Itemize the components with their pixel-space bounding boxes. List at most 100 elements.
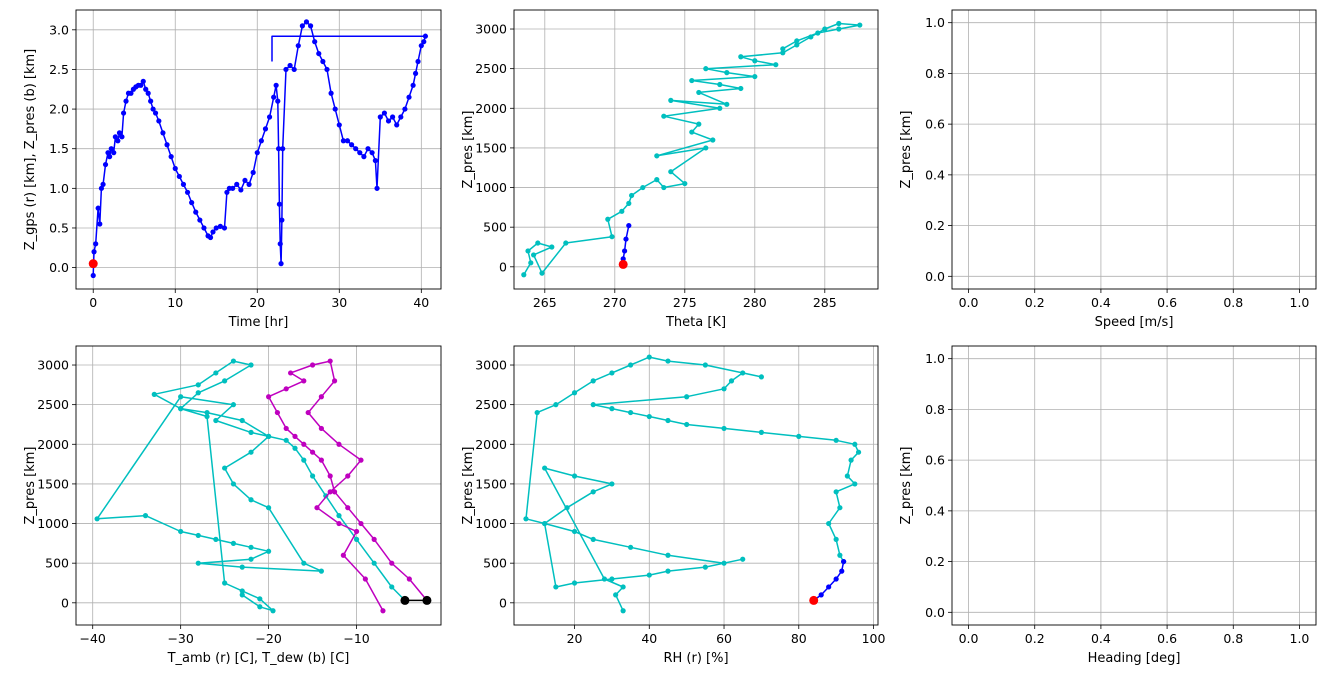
data-point — [839, 568, 845, 574]
data-point — [620, 584, 626, 590]
data-point — [320, 58, 326, 65]
data-point — [274, 409, 281, 416]
data-point — [262, 126, 269, 132]
data-point — [204, 409, 210, 416]
data-point — [613, 592, 619, 598]
data-point — [808, 34, 814, 40]
data-point — [377, 114, 383, 120]
data-point — [620, 608, 626, 614]
y-tick-label: 1000 — [475, 180, 507, 195]
data-point — [111, 150, 117, 156]
data-point — [721, 386, 727, 392]
data-point — [721, 560, 727, 566]
data-point — [138, 82, 144, 88]
data-point — [389, 584, 395, 590]
data-point — [553, 402, 559, 408]
data-point — [307, 23, 314, 29]
data-point — [601, 576, 608, 582]
data-point — [221, 225, 228, 231]
x-tick-label: 0.4 — [1091, 631, 1111, 646]
data-point — [309, 362, 316, 368]
data-point — [94, 516, 100, 522]
x-tick-label: 0.6 — [1157, 631, 1177, 646]
data-point — [107, 154, 113, 160]
data-point — [230, 540, 237, 546]
data-point — [640, 184, 646, 191]
data-point — [710, 137, 716, 143]
data-point — [248, 544, 254, 550]
data-point — [571, 528, 578, 535]
y-tick-label: 0.4 — [925, 167, 945, 182]
data-point — [336, 441, 342, 447]
data-point — [248, 429, 254, 435]
data-point — [646, 572, 652, 578]
data-point — [833, 536, 839, 542]
data-point — [528, 260, 534, 266]
data-point — [301, 457, 307, 463]
data-point — [852, 481, 858, 487]
data-point — [361, 154, 367, 160]
data-point — [189, 200, 195, 206]
axes-frame — [951, 9, 1317, 290]
x-tick-label: 30 — [331, 295, 347, 310]
y-tick-label: 2.5 — [49, 62, 69, 77]
y-tick-label: 2500 — [475, 397, 507, 412]
data-point — [833, 437, 839, 443]
data-point — [626, 222, 632, 229]
x-tick-label: 80 — [791, 631, 807, 646]
data-point — [703, 66, 709, 72]
data-point — [331, 378, 338, 384]
y-tick-label: 0.4 — [925, 503, 945, 518]
y-tick-label: 2500 — [37, 397, 69, 412]
data-point — [836, 20, 842, 27]
x-tick-label: 0 — [89, 295, 97, 310]
data-point — [116, 130, 123, 136]
data-point — [258, 138, 264, 144]
y-axis-label: Z_pres [km] — [899, 447, 914, 525]
data-point — [93, 241, 99, 247]
data-point — [752, 73, 758, 80]
data-point — [230, 481, 237, 487]
data-point — [740, 556, 746, 562]
data-point — [590, 536, 596, 542]
y-tick-label: 0.2 — [925, 554, 945, 569]
data-point — [344, 138, 351, 144]
x-axis-label: T_amb (r) [C], T_dew (b) [C] — [167, 651, 350, 666]
axes-frame — [75, 9, 442, 290]
data-point — [266, 394, 272, 400]
data-point — [415, 58, 421, 65]
y-tick-label: 3000 — [475, 22, 507, 37]
data-point — [668, 169, 674, 175]
y-tick-label: 2000 — [37, 437, 69, 452]
data-point — [292, 445, 298, 451]
data-point — [266, 433, 272, 439]
data-point — [283, 386, 289, 392]
data-point — [390, 114, 396, 120]
y-tick-label: 1500 — [37, 476, 69, 491]
data-point — [195, 560, 201, 566]
data-point — [689, 129, 695, 135]
data-point — [358, 457, 364, 463]
data-point — [844, 473, 850, 479]
data-point — [277, 241, 283, 247]
data-point — [609, 406, 615, 412]
y-tick-label: 0.6 — [925, 117, 945, 132]
x-tick-label: 0.2 — [1025, 295, 1045, 310]
series-blue-2 — [271, 35, 426, 62]
data-point — [857, 22, 863, 28]
subplot-3: 0.0 0.2 0.4 0.6 0.8 1.0 0.0 0.2 0.4 0.6 0.8 1.0 Spee… — [899, 9, 1317, 330]
data-point — [564, 505, 570, 511]
y-axis-label: Z_pres [km] — [899, 111, 914, 189]
data-point — [618, 259, 628, 269]
x-tick-label: 40 — [413, 295, 429, 310]
data-point — [119, 134, 125, 140]
data-point — [336, 520, 342, 527]
data-point — [665, 568, 671, 574]
axes-frame — [513, 345, 879, 626]
data-point — [848, 457, 854, 463]
data-point — [250, 169, 256, 176]
data-point — [590, 378, 596, 384]
x-tick-label: 0.4 — [1091, 295, 1111, 310]
data-point — [394, 122, 400, 128]
y-tick-label: 1500 — [475, 140, 507, 155]
